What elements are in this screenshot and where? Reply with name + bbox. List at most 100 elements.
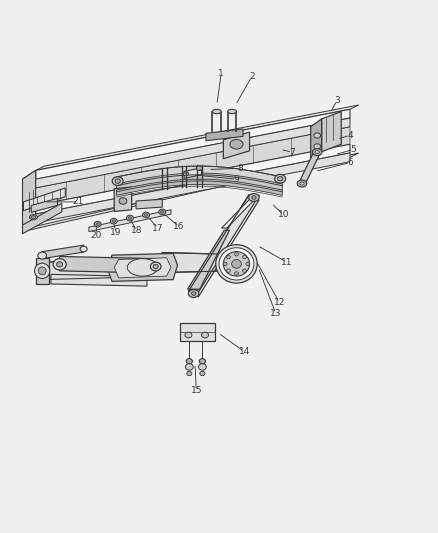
Polygon shape [22, 203, 62, 234]
Polygon shape [114, 258, 171, 278]
Ellipse shape [315, 151, 319, 154]
Ellipse shape [243, 255, 247, 259]
Polygon shape [60, 256, 155, 273]
Text: 9: 9 [233, 175, 239, 184]
Text: 18: 18 [131, 226, 143, 235]
Text: 17: 17 [152, 223, 164, 232]
Ellipse shape [216, 245, 257, 283]
Ellipse shape [275, 174, 286, 183]
Ellipse shape [232, 260, 241, 268]
Ellipse shape [150, 262, 161, 271]
Ellipse shape [159, 209, 166, 215]
Ellipse shape [185, 364, 193, 370]
Ellipse shape [191, 292, 196, 295]
Ellipse shape [112, 220, 116, 222]
Ellipse shape [219, 248, 254, 280]
Polygon shape [23, 188, 65, 211]
Polygon shape [35, 144, 350, 214]
Polygon shape [35, 109, 350, 179]
Text: 8: 8 [237, 164, 243, 173]
Ellipse shape [185, 332, 192, 338]
Ellipse shape [94, 221, 101, 227]
Polygon shape [223, 132, 250, 159]
Ellipse shape [199, 359, 205, 364]
Polygon shape [35, 105, 359, 171]
Ellipse shape [127, 259, 158, 276]
Ellipse shape [119, 198, 127, 204]
Ellipse shape [226, 269, 230, 272]
Ellipse shape [29, 215, 37, 220]
Polygon shape [35, 258, 49, 284]
Polygon shape [22, 205, 35, 231]
Polygon shape [321, 111, 341, 152]
Ellipse shape [186, 359, 192, 364]
Ellipse shape [127, 215, 134, 221]
Polygon shape [22, 153, 359, 231]
Ellipse shape [187, 372, 192, 376]
Text: 16: 16 [173, 222, 184, 231]
Ellipse shape [143, 212, 150, 218]
Polygon shape [31, 198, 57, 212]
Ellipse shape [96, 223, 99, 225]
Polygon shape [184, 168, 201, 179]
Ellipse shape [38, 267, 46, 275]
Ellipse shape [234, 253, 238, 256]
Polygon shape [42, 245, 84, 259]
Text: 20: 20 [90, 231, 102, 239]
Text: 2: 2 [249, 72, 254, 81]
Ellipse shape [249, 193, 259, 201]
Polygon shape [35, 127, 350, 205]
Ellipse shape [246, 262, 250, 265]
Ellipse shape [223, 252, 250, 276]
Ellipse shape [234, 272, 238, 275]
Ellipse shape [278, 176, 283, 181]
Ellipse shape [53, 259, 66, 270]
Polygon shape [117, 179, 283, 195]
Polygon shape [22, 171, 35, 231]
Polygon shape [117, 166, 283, 185]
Ellipse shape [35, 263, 50, 279]
Ellipse shape [252, 196, 256, 199]
Text: 3: 3 [334, 96, 340, 105]
Ellipse shape [80, 246, 87, 252]
Polygon shape [222, 198, 257, 228]
Text: 11: 11 [281, 257, 293, 266]
Ellipse shape [184, 172, 189, 176]
Ellipse shape [314, 144, 321, 149]
Polygon shape [206, 129, 243, 141]
Polygon shape [51, 274, 147, 286]
Text: 5: 5 [350, 145, 357, 154]
Polygon shape [108, 253, 177, 281]
Text: 6: 6 [347, 158, 353, 167]
Text: 4: 4 [347, 131, 353, 140]
Ellipse shape [228, 109, 237, 114]
Polygon shape [89, 210, 171, 231]
Ellipse shape [160, 211, 164, 213]
Ellipse shape [112, 177, 123, 185]
Ellipse shape [115, 179, 120, 183]
Ellipse shape [198, 364, 206, 370]
Ellipse shape [128, 217, 132, 220]
Text: 13: 13 [270, 309, 282, 318]
Ellipse shape [226, 255, 230, 259]
Polygon shape [35, 153, 350, 223]
Polygon shape [298, 152, 321, 183]
Text: 19: 19 [110, 228, 122, 237]
Ellipse shape [297, 180, 307, 187]
Ellipse shape [300, 182, 304, 185]
Ellipse shape [212, 109, 221, 114]
Polygon shape [117, 173, 283, 191]
Polygon shape [162, 253, 228, 272]
Polygon shape [188, 195, 259, 292]
Ellipse shape [145, 214, 148, 216]
Text: 1: 1 [218, 69, 224, 78]
Polygon shape [180, 323, 215, 341]
Ellipse shape [196, 166, 202, 171]
Ellipse shape [314, 133, 321, 138]
Ellipse shape [201, 332, 208, 338]
Text: 15: 15 [191, 386, 202, 395]
Ellipse shape [312, 149, 322, 156]
Text: 21: 21 [73, 197, 84, 206]
Text: 14: 14 [239, 347, 250, 356]
Ellipse shape [110, 218, 117, 224]
